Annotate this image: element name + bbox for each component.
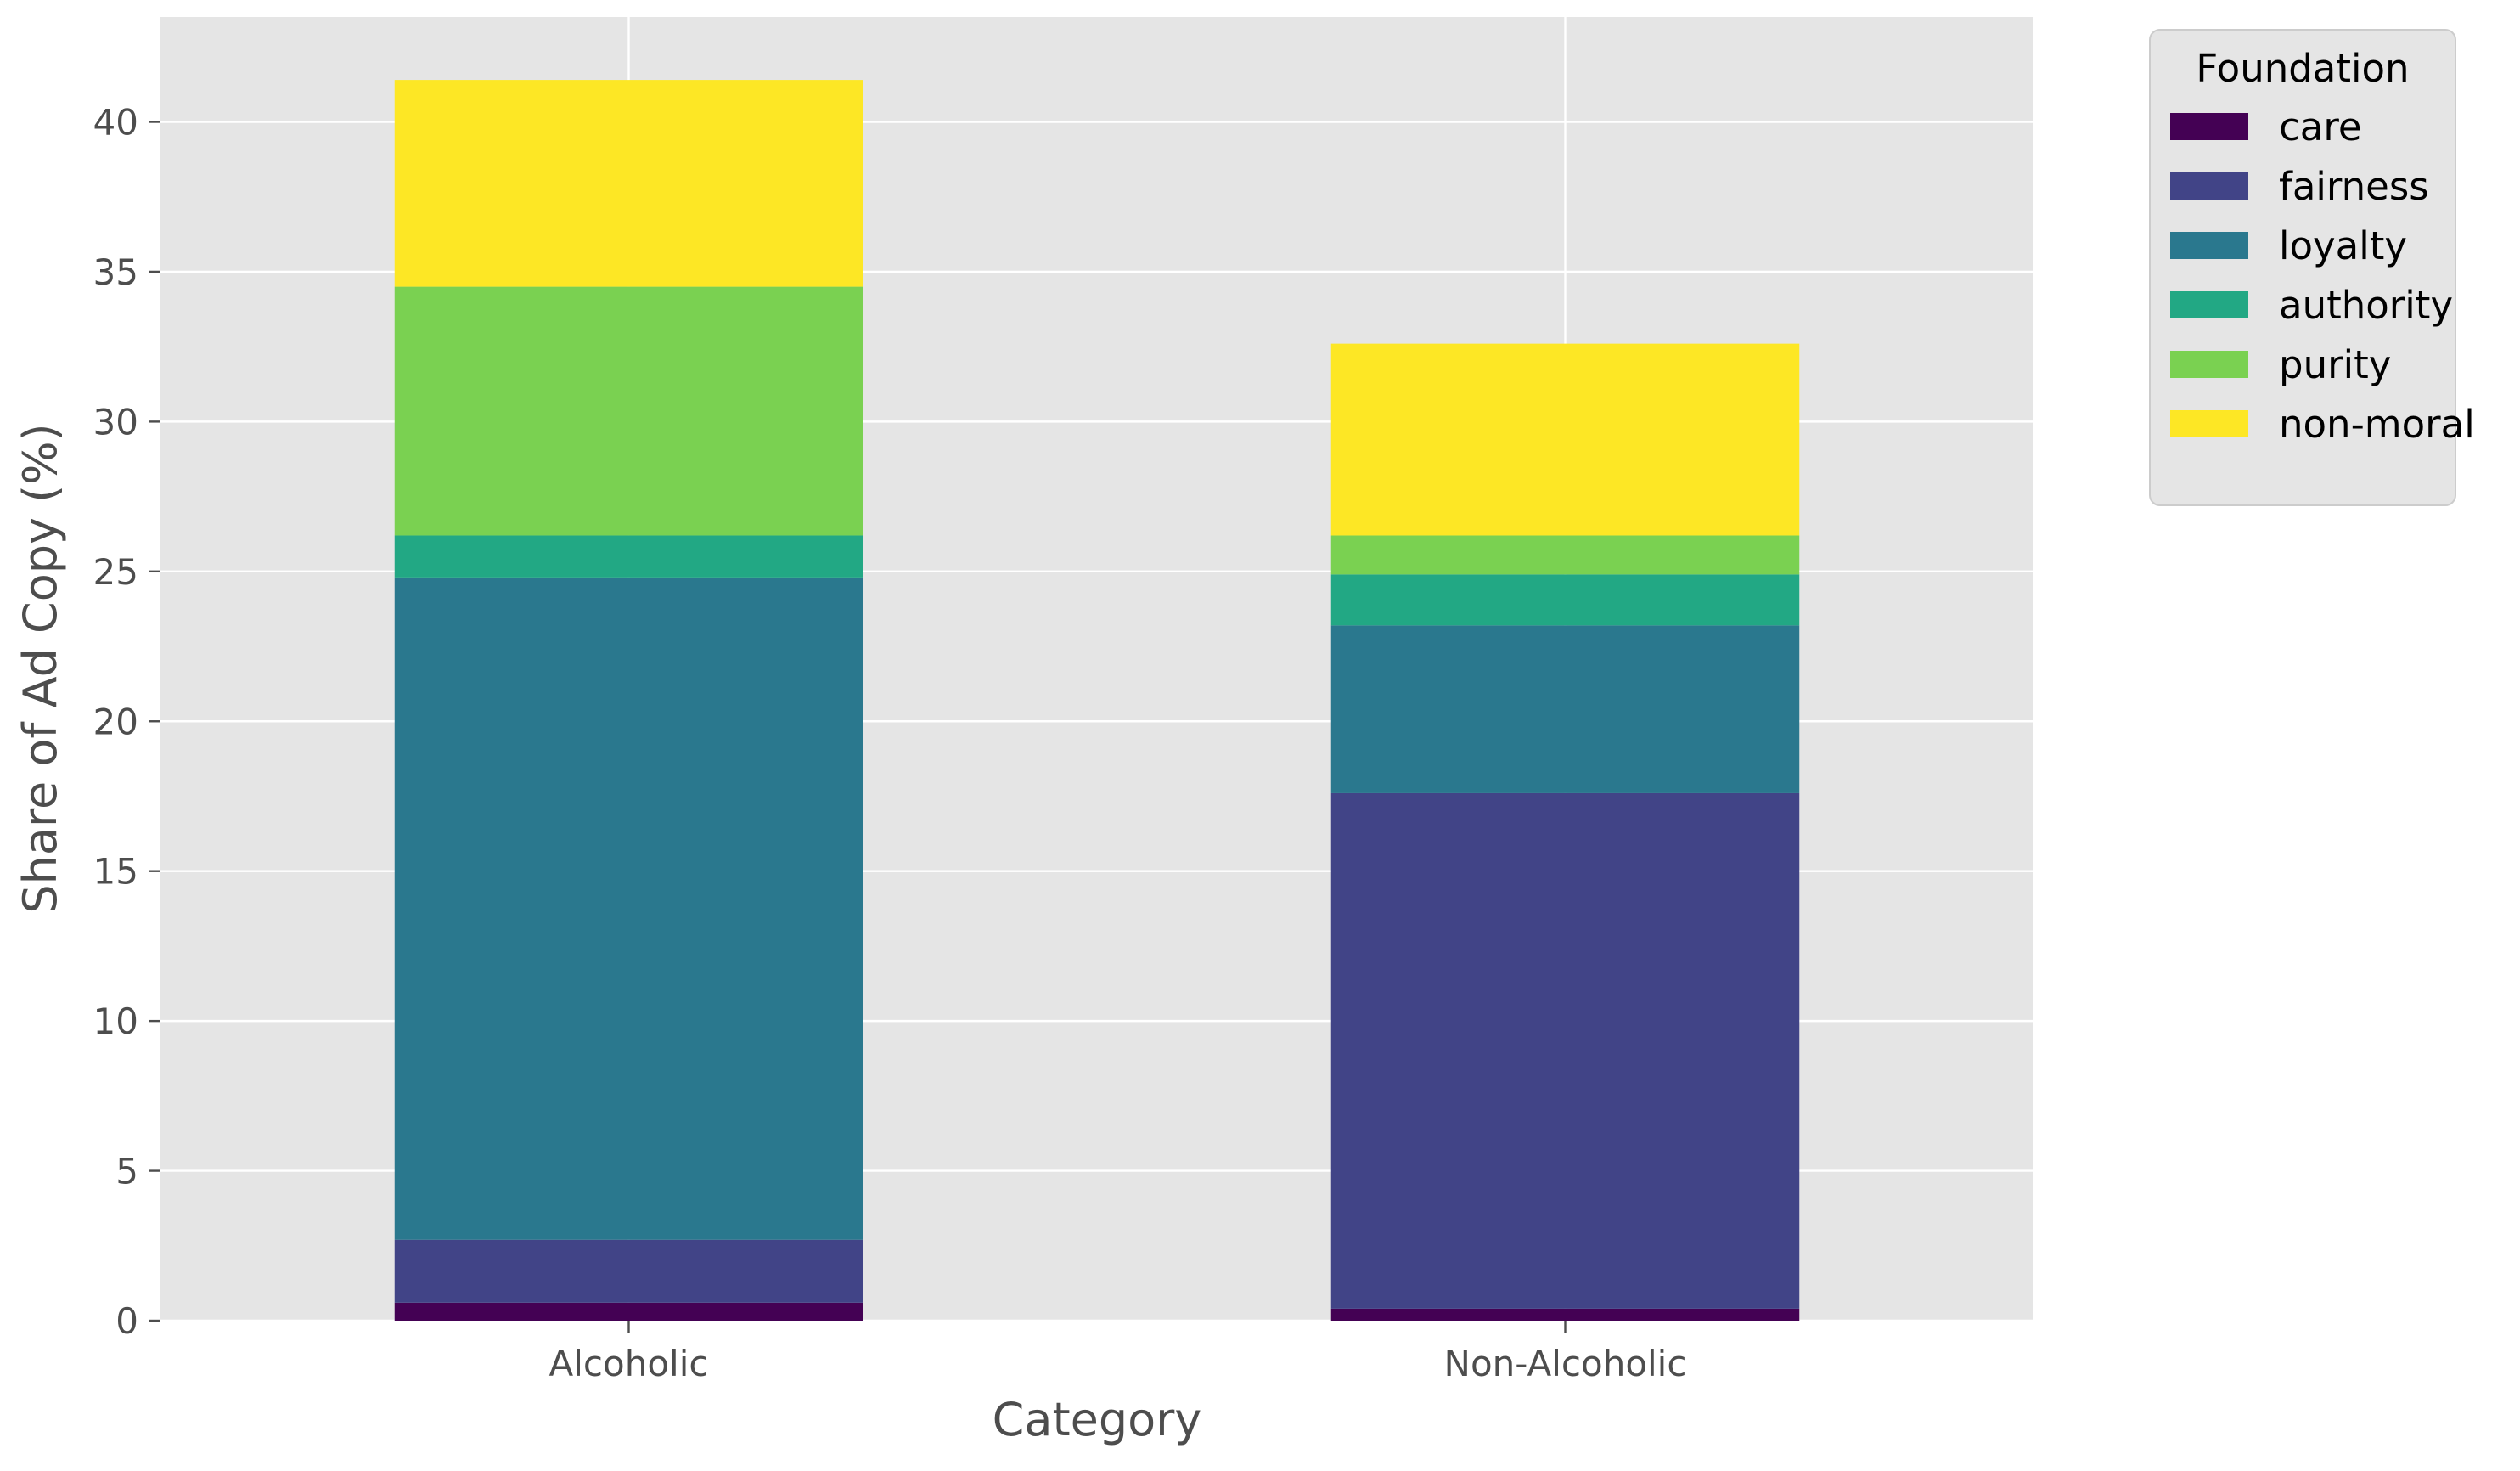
- bar-segment-authority: [394, 535, 863, 578]
- y-tick-label: 35: [93, 251, 138, 293]
- y-axis-title: Share of Ad Copy (%): [14, 423, 67, 913]
- legend-swatch-loyalty: [2170, 232, 2248, 259]
- legend-swatch-care: [2170, 113, 2248, 140]
- y-tick-label: 20: [93, 701, 138, 742]
- legend-swatch-non-moral: [2170, 410, 2248, 437]
- y-tick-label: 15: [93, 851, 138, 893]
- bar-segment-authority: [1330, 574, 1800, 626]
- bar-segment-loyalty: [1330, 625, 1800, 793]
- bar-segment-fairness: [394, 1239, 863, 1303]
- bar-segment-care: [1330, 1308, 1800, 1321]
- x-tick-label: Non-Alcoholic: [1444, 1343, 1687, 1384]
- bar-segment-non-moral: [394, 80, 863, 287]
- legend-label-purity: purity: [2279, 342, 2391, 387]
- legend-frame: [2149, 29, 2456, 506]
- bar-segment-fairness: [1330, 792, 1800, 1309]
- y-axis-ticks: 0 5 10 15 20 25 30 35 40: [93, 102, 160, 1342]
- bar-segment-purity: [394, 286, 863, 536]
- legend-label-authority: authority: [2279, 283, 2453, 328]
- legend-swatch-purity: [2170, 351, 2248, 378]
- legend-label-non-moral: non-moral: [2279, 402, 2475, 447]
- bar-segment-non-moral: [1330, 343, 1800, 536]
- legend-label-care: care: [2279, 104, 2362, 149]
- y-tick-label: 5: [115, 1151, 138, 1192]
- bar-segment-loyalty: [394, 577, 863, 1240]
- x-tick-label: Alcoholic: [549, 1343, 709, 1384]
- y-tick-label: 40: [93, 102, 138, 144]
- legend-label-fairness: fairness: [2279, 164, 2429, 209]
- y-tick-label: 0: [115, 1300, 138, 1342]
- legend-swatch-fairness: [2170, 172, 2248, 200]
- y-tick-label: 30: [93, 401, 138, 442]
- x-axis-title: Category: [993, 1393, 1202, 1446]
- bar-segment-care: [394, 1302, 863, 1321]
- legend: Foundation care fairness loyalty authority p…: [2149, 29, 2475, 506]
- legend-label-loyalty: loyalty: [2279, 223, 2407, 268]
- legend-title: Foundation: [2196, 46, 2409, 91]
- y-tick-label: 10: [93, 1000, 138, 1042]
- y-tick-label: 25: [93, 551, 138, 593]
- legend-swatch-authority: [2170, 291, 2248, 318]
- x-axis-ticks: Alcoholic Non-Alcoholic: [549, 1321, 1687, 1384]
- bar-segment-purity: [1330, 535, 1800, 575]
- bars: [394, 80, 1800, 1321]
- legend-items: care fairness loyalty authority purity non-mo…: [2170, 104, 2475, 447]
